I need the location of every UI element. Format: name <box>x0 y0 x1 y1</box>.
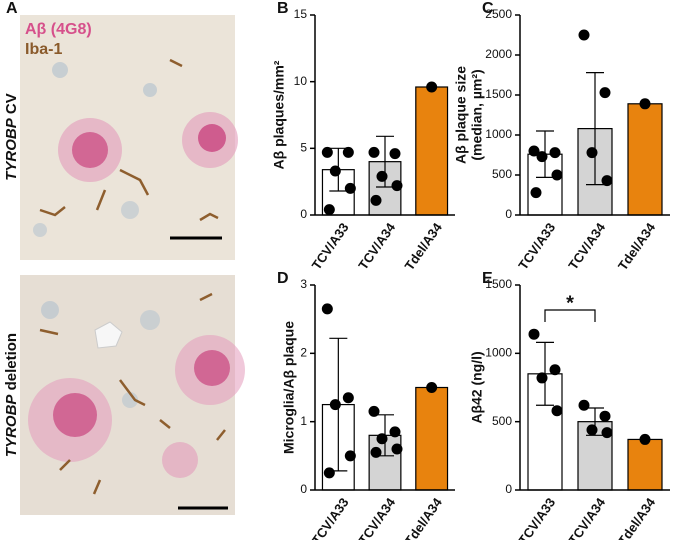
panel-label: A <box>6 0 18 17</box>
y-tick-label: 1000 <box>485 346 512 360</box>
x-tick-label: Tdel/A34 <box>615 219 659 273</box>
panel-label: D <box>277 270 289 287</box>
error-bar <box>586 71 604 186</box>
panel-label: B <box>277 0 289 17</box>
data-point <box>528 145 540 157</box>
data-point <box>578 399 590 411</box>
data-point <box>639 433 651 445</box>
y-tick-label: 2000 <box>485 47 512 61</box>
data-point <box>391 180 403 192</box>
data-point <box>321 146 333 158</box>
panel-label: E <box>482 270 493 287</box>
data-point <box>530 187 542 199</box>
data-point <box>344 182 356 194</box>
gene: TYROBP <box>3 117 20 181</box>
data-point <box>528 328 540 340</box>
data-point <box>599 410 611 422</box>
data-point <box>601 427 613 439</box>
data-point <box>536 151 548 163</box>
data-point <box>370 446 382 458</box>
condition: CV <box>3 93 20 114</box>
data-point <box>391 443 403 455</box>
y-tick-label: 5 <box>300 141 307 155</box>
bar <box>627 438 663 491</box>
data-point <box>368 146 380 158</box>
data-point <box>389 148 401 160</box>
data-point <box>586 424 598 436</box>
y-tick-label: 500 <box>492 414 512 428</box>
x-tick-label: Tdel/A34 <box>402 219 446 273</box>
bar <box>415 86 449 216</box>
data-point <box>426 81 438 93</box>
data-point <box>342 146 354 158</box>
y-axis-label: Aβ plaques/mm² <box>271 60 287 169</box>
bar <box>415 386 449 491</box>
x-tick-label: TCV/A34 <box>355 494 398 540</box>
stain-label: Iba-1 <box>25 41 62 58</box>
y-tick-label: 0 <box>300 482 307 496</box>
data-point <box>329 165 341 177</box>
stain-label: Aβ (4G8) <box>25 21 92 38</box>
data-point <box>599 87 611 99</box>
data-point <box>344 450 356 462</box>
x-tick-label: TCV/A34 <box>355 219 398 272</box>
data-point <box>551 405 563 417</box>
y-tick-label: 1500 <box>485 87 512 101</box>
data-point <box>342 392 354 404</box>
x-tick-label: TCV/A33 <box>309 220 352 272</box>
data-point <box>578 29 590 41</box>
y-tick-label: 10 <box>294 74 308 88</box>
y-tick-label: 1 <box>300 414 307 428</box>
x-tick-label: TCV/A33 <box>309 495 352 540</box>
y-tick-label: 0 <box>505 207 512 221</box>
data-point <box>536 372 548 384</box>
data-point <box>549 364 561 376</box>
data-point <box>551 169 563 181</box>
y-tick-label: 1000 <box>485 127 512 141</box>
gene: TYROBP <box>3 394 20 458</box>
y-tick-label: 2 <box>300 346 307 360</box>
y-axis-label: Aβ42 (ng/l) <box>469 351 485 423</box>
data-point <box>389 426 401 438</box>
data-point <box>639 98 651 110</box>
y-tick-label: 15 <box>294 7 308 21</box>
condition: deletion <box>3 333 20 391</box>
panel-label: C <box>482 0 494 17</box>
data-point <box>586 147 598 159</box>
x-tick-label: TCV/A34 <box>565 219 608 272</box>
y-axis-label: (median, µm²) <box>469 69 485 160</box>
y-tick-label: 0 <box>300 207 307 221</box>
data-point <box>370 194 382 206</box>
data-point <box>426 382 438 393</box>
data-point <box>323 467 335 479</box>
significance-bracket <box>544 309 596 322</box>
data-point <box>323 204 335 216</box>
y-axis-label: Microglia/Aβ plaque <box>281 321 297 454</box>
annotation: * <box>566 292 574 314</box>
x-tick-label: TCV/A34 <box>565 494 608 540</box>
row-label: TYROBP deletion <box>3 333 20 457</box>
y-tick-label: 3 <box>300 277 307 291</box>
data-point <box>549 147 561 159</box>
y-tick-label: 1500 <box>485 277 512 291</box>
bar <box>627 103 663 216</box>
data-point <box>329 399 341 411</box>
data-point <box>376 170 388 182</box>
x-tick-label: Tdel/A34 <box>615 494 659 540</box>
y-axis-label: Aβ plaque size <box>453 66 469 164</box>
y-tick-label: 2500 <box>485 7 512 21</box>
y-tick-label: 0 <box>505 482 512 496</box>
data-point <box>321 303 333 315</box>
data-point <box>601 175 613 187</box>
micrographs: A Aβ (4G8) Iba-1 TYROBP CV TYROBP deleti… <box>3 0 245 515</box>
data-point <box>376 433 388 445</box>
x-tick-label: Tdel/A34 <box>402 494 446 540</box>
row-label: TYROBP CV <box>3 93 20 181</box>
y-tick-label: 500 <box>492 167 512 181</box>
x-tick-label: TCV/A33 <box>515 495 558 540</box>
x-tick-label: TCV/A33 <box>515 220 558 272</box>
data-point <box>368 405 380 417</box>
